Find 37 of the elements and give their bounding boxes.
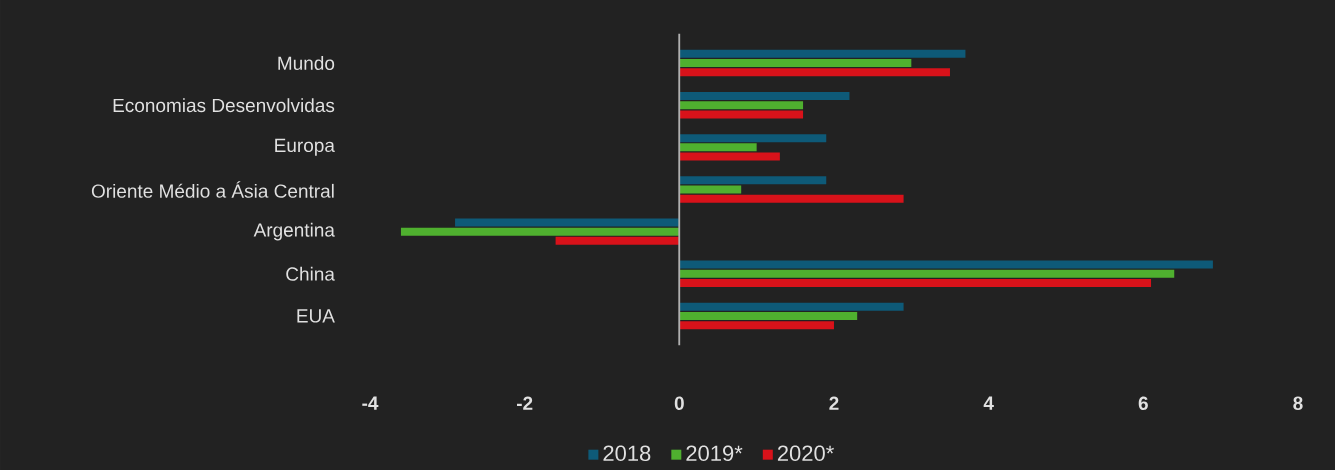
bar [679, 260, 1213, 269]
bar [679, 68, 950, 77]
bar [555, 236, 680, 245]
bar [679, 279, 1152, 288]
bar [679, 59, 912, 68]
bar [679, 302, 904, 311]
bar [679, 194, 904, 203]
y-tick-label: Economias Desenvolvidas [113, 98, 335, 113]
legend-label: 2020* [777, 445, 834, 462]
bar [679, 269, 1175, 278]
y-tick-label: EUA [297, 309, 335, 323]
bar [679, 152, 780, 161]
bar [679, 311, 858, 320]
bar [679, 91, 850, 100]
bar [400, 227, 680, 236]
bar [679, 143, 757, 152]
bar [455, 218, 680, 227]
x-tick-label: 8 [1293, 396, 1303, 411]
bar [679, 49, 966, 58]
bar [679, 321, 834, 330]
x-tick-label: -2 [516, 396, 533, 410]
x-tick-label: 4 [983, 396, 994, 410]
bar [679, 110, 804, 119]
bar [679, 176, 827, 185]
x-tick-label: 0 [674, 396, 684, 411]
x-tick-label: 2 [829, 396, 839, 410]
y-tick-label: Oriente Médio a Ásia Central [91, 181, 334, 198]
y-tick-label: Argentina [253, 222, 335, 241]
y-tick-label: China [286, 266, 335, 281]
legend-label: 2019* [686, 445, 743, 462]
y-tick-label: Mundo [278, 56, 335, 70]
bar [679, 101, 804, 110]
bar [679, 134, 827, 143]
x-tick-label: -4 [362, 396, 379, 410]
y-tick-label: Europa [275, 138, 335, 156]
x-tick-label: 6 [1138, 396, 1148, 411]
legend-label: 2018 [603, 445, 651, 462]
